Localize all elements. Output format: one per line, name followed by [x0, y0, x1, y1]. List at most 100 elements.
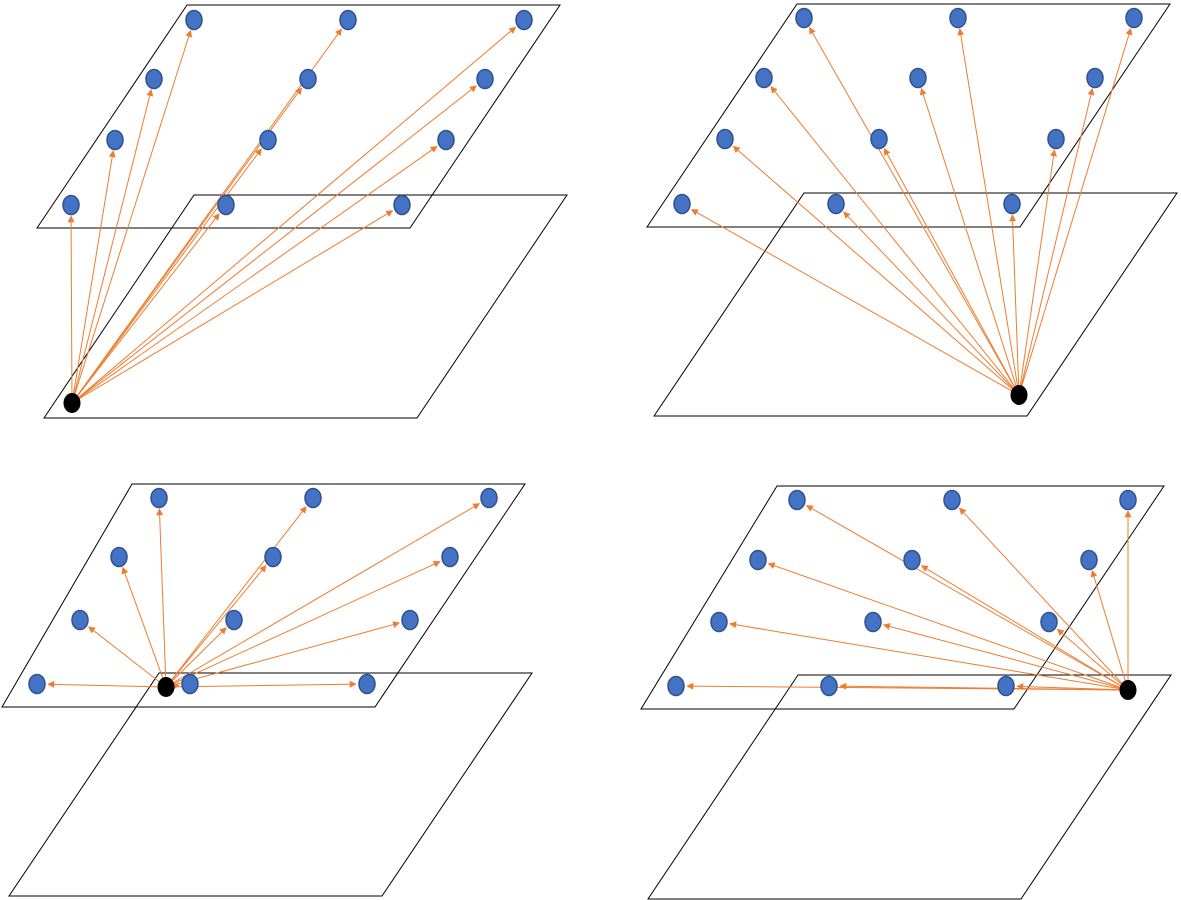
arrow [732, 145, 1020, 396]
arrow [165, 503, 481, 688]
arrow [1090, 569, 1129, 691]
node [1086, 67, 1104, 89]
upper-plane [36, 4, 561, 229]
node [28, 673, 46, 695]
arrow [71, 26, 517, 404]
arrow [71, 85, 477, 404]
node [710, 611, 728, 633]
node [1080, 549, 1098, 571]
node [943, 489, 961, 511]
node [1047, 128, 1065, 150]
lower-plane [647, 674, 1172, 900]
node [515, 9, 533, 31]
node [788, 489, 806, 511]
node [827, 193, 845, 215]
node [755, 67, 773, 89]
node [795, 7, 813, 29]
node [304, 487, 322, 509]
arrow [71, 29, 193, 404]
node [441, 546, 459, 568]
arrow [805, 505, 1129, 691]
node [667, 675, 685, 697]
source-node [1010, 385, 1028, 405]
node [820, 675, 838, 697]
node [264, 546, 282, 568]
arrow [165, 621, 401, 688]
node [393, 194, 411, 216]
arrow [1056, 628, 1129, 691]
node [71, 609, 89, 631]
node [1125, 7, 1143, 29]
arrow [71, 150, 116, 404]
arrow [770, 86, 1020, 396]
arrow [71, 210, 394, 404]
arrow [165, 506, 307, 688]
node [181, 673, 199, 695]
arrow [71, 148, 262, 404]
arrow [121, 566, 167, 688]
arrow [1018, 27, 1133, 396]
arrow [156, 508, 167, 688]
node [870, 128, 888, 150]
lower-plane [653, 192, 1178, 417]
node [1003, 193, 1021, 215]
source-node [157, 677, 175, 697]
arrow [165, 627, 227, 688]
node [217, 194, 235, 216]
lower-plane [43, 194, 568, 419]
arrow [88, 626, 167, 688]
node [150, 487, 168, 509]
arrow [882, 623, 1129, 691]
arrow [883, 148, 1020, 396]
node [909, 67, 927, 89]
node [225, 609, 243, 631]
node [437, 129, 455, 151]
node [903, 549, 921, 571]
node [997, 675, 1015, 697]
arrow [71, 145, 438, 404]
arrow [919, 87, 1020, 396]
node [339, 9, 357, 31]
source-node [63, 393, 81, 413]
node [145, 68, 163, 90]
node [716, 128, 734, 150]
arrow [920, 565, 1129, 691]
arrow [1009, 214, 1020, 396]
arrow [767, 562, 1129, 691]
upper-plane [646, 3, 1171, 228]
node [480, 487, 498, 509]
lower-plane [8, 672, 533, 897]
source-node [1119, 680, 1137, 700]
node [110, 546, 128, 568]
arrow [1018, 88, 1095, 396]
arrow [809, 26, 1020, 396]
node [299, 68, 317, 90]
node [749, 549, 767, 571]
arrow [690, 208, 1020, 396]
arrow [958, 507, 1129, 691]
arrow [67, 215, 75, 404]
node [106, 129, 124, 151]
node [673, 193, 691, 215]
upper-plane [1, 483, 526, 708]
arrow [71, 213, 220, 404]
node [358, 673, 376, 695]
node [185, 9, 203, 31]
arrow [843, 211, 1020, 396]
node [1040, 611, 1058, 633]
node [476, 68, 494, 90]
node [864, 611, 882, 633]
node [401, 609, 419, 631]
arrow [1018, 149, 1057, 396]
arrow [47, 680, 167, 688]
arrow [165, 564, 267, 688]
arrow [957, 28, 1020, 396]
arrow [1016, 683, 1129, 691]
node [949, 7, 967, 29]
node [62, 194, 80, 216]
arrow [729, 621, 1129, 691]
node [259, 129, 277, 151]
arrow [165, 561, 441, 688]
